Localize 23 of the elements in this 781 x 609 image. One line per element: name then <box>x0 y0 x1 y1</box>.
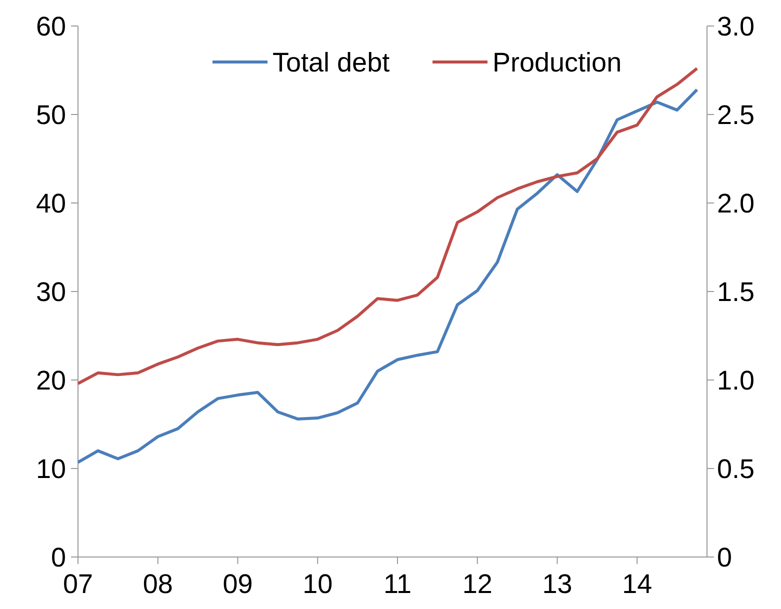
legend-label: Production <box>492 47 622 78</box>
legend-label: Total debt <box>272 47 390 78</box>
x-tick-label: 11 <box>383 569 412 599</box>
y-tick-label: 20 <box>36 365 66 396</box>
y2-tick-label: 1.5 <box>717 276 755 307</box>
y2-tick-label: 1.0 <box>717 365 755 396</box>
x-tick-label: 13 <box>542 569 572 599</box>
y-tick-label: 50 <box>36 100 66 130</box>
y2-tick-label: 2.0 <box>717 188 755 218</box>
y2-tick-label: 0.5 <box>717 454 755 484</box>
y2-tick-label: 2.5 <box>717 100 755 130</box>
x-tick-label: 12 <box>462 569 492 599</box>
x-tick-label: 14 <box>622 569 652 599</box>
y2-tick-label: 3.0 <box>717 11 755 42</box>
y-tick-label: 10 <box>36 454 66 484</box>
x-tick-label: 10 <box>302 569 333 599</box>
x-tick-label: 09 <box>222 569 253 599</box>
x-tick-label: 08 <box>142 569 173 599</box>
line-series <box>76 88 699 464</box>
y-tick-label: 60 <box>36 11 66 42</box>
y-tick-label: 30 <box>36 276 66 307</box>
y2-tick-label: 0 <box>717 542 732 572</box>
y-tick-label: 40 <box>36 188 66 218</box>
